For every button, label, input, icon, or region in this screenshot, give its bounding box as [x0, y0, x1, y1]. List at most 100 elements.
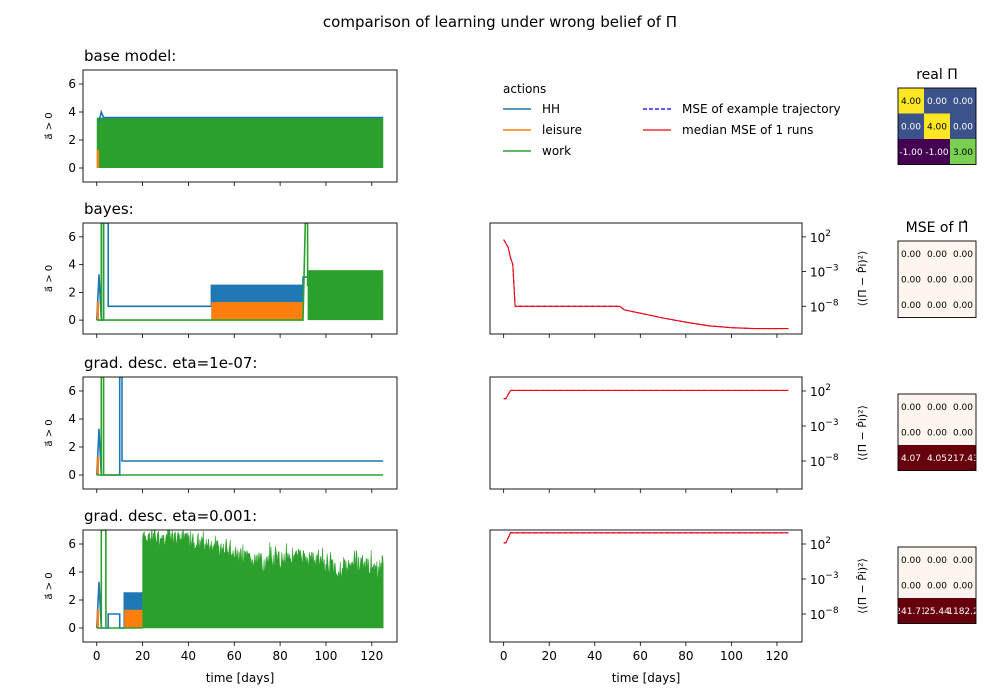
legend-label: work: [542, 144, 571, 158]
x-tick-label: 20: [135, 649, 150, 663]
matrix-cell: [924, 419, 950, 445]
y-tick-label: 102: [810, 536, 831, 552]
matrix-cell: [924, 266, 950, 292]
work-line: [96, 530, 143, 629]
leisure-band: [96, 149, 100, 168]
matrix-cell-label: 0.00: [927, 275, 947, 285]
leisure-band: [96, 609, 100, 628]
matrix-cell-label: 0.00: [953, 301, 973, 311]
work-noise: [142, 530, 384, 629]
y-tick-label: 102: [810, 383, 831, 399]
leisure-band: [124, 609, 143, 628]
work-line: [96, 377, 384, 476]
panel-title: grad. desc. eta=0.001:: [84, 507, 257, 525]
matrix-cell-label: 4.05: [927, 454, 947, 464]
y-tick-label: 2: [68, 133, 76, 147]
matrix-cell: [898, 598, 924, 624]
x-tick-label: 60: [227, 649, 242, 663]
mse-series-line: [503, 389, 789, 400]
y-tick-label: 2: [68, 285, 76, 299]
y-tick-label: 4: [68, 412, 76, 426]
matrix-cell: [950, 419, 976, 445]
matrix-panel: 0.00 0.00 0.00 0.00 0.00 0.00 241.7125.441182.…: [895, 546, 979, 624]
mse-series-line: [503, 532, 789, 544]
figure-title: comparison of learning under wrong belie…: [323, 13, 677, 31]
matrix-cell: [950, 292, 976, 318]
y-axis-label: a⃗ > 0: [44, 419, 55, 446]
matrix-cell: [924, 445, 950, 471]
leisure-band: [96, 302, 100, 321]
y-tick-label: 2: [68, 593, 76, 607]
axes-frame: [82, 529, 398, 643]
matrix-title: MSE of Π̂: [906, 220, 969, 236]
matrix-cell-label: 0.00: [901, 250, 921, 260]
matrix-cell: [950, 88, 976, 114]
matrix-cell-label: 0.00: [953, 97, 973, 107]
legend: actions HH leisure work MSE of example traje…: [503, 82, 841, 158]
matrix-frame: [897, 546, 977, 624]
HH-line: [96, 377, 384, 476]
matrix-frame: [897, 393, 977, 471]
x-tick-label: 60: [633, 649, 648, 663]
matrix-cell-label: 0.00: [927, 301, 947, 311]
legend-label: median MSE of 1 runs: [682, 123, 813, 137]
matrix-cell: [950, 113, 976, 139]
x-tick-label: 100: [720, 649, 743, 663]
matrix-cell: [950, 547, 976, 573]
y-tick-label: 6: [68, 537, 76, 551]
plot-area: [503, 532, 789, 544]
matrix-cell-label: 0.00: [901, 403, 921, 413]
matrix-panel: 0.00 0.00 0.00 0.00 0.00 0.00 4.07 4.05 217.43: [897, 393, 979, 471]
y-tick-label: 102: [810, 229, 831, 245]
x-tick-label: 40: [181, 649, 196, 663]
axes-frame: [82, 222, 398, 335]
matrix-cell-label: 0.00: [953, 275, 973, 285]
matrix-cell-label: 0.00: [901, 301, 921, 311]
action-panel: base model: 0 2 4 6 a⃗ > 0: [44, 47, 398, 186]
matrix-cell-label: 217.43: [947, 454, 979, 464]
x-tick-label: 80: [272, 649, 287, 663]
y-axis-label: a⃗ > 0: [44, 265, 55, 292]
y-tick-label: 4: [68, 565, 76, 579]
matrix-cell: [924, 241, 950, 267]
legend-title: actions: [503, 82, 546, 96]
matrix-cell: [924, 572, 950, 598]
y-tick-label: 10−8: [810, 298, 839, 314]
matrix-cell-label: -1.00: [899, 148, 923, 158]
matrix-cell: [898, 445, 924, 471]
matrix-cell-label: 0.00: [927, 97, 947, 107]
matrix-frame: [897, 87, 977, 165]
matrix-cell: [898, 292, 924, 318]
action-panel: bayes: 0 2 4 6 a⃗ > 0: [44, 200, 398, 338]
matrix-cell: [924, 139, 950, 165]
y-tick-label: 4: [68, 105, 76, 119]
matrix-cell: [924, 292, 950, 318]
matrix-panels: real Π 4.00 0.00 0.00 0.00 4.00 0.00 -1.00 -1.00…: [895, 67, 979, 624]
leisure-band: [211, 302, 304, 321]
matrix-cell: [898, 241, 924, 267]
y-axis-label: ⟨(Π − P̂i)²⟩: [856, 251, 869, 307]
matrix-cell-label: 0.00: [901, 122, 921, 132]
work-band: [307, 270, 384, 321]
matrix-cell: [950, 445, 976, 471]
x-tick-label: 100: [314, 649, 337, 663]
mse-panel: 102 10−3 10−8 0 20 40 60 80 100 120 ⟨(Π − P̂i)²⟩ ti…: [489, 529, 869, 685]
matrix-cell: [898, 88, 924, 114]
matrix-cell: [898, 547, 924, 573]
mse-panel: 102 10−3 10−8 ⟨(Π − P̂i)²⟩: [489, 376, 869, 493]
matrix-panel: real Π 4.00 0.00 0.00 0.00 4.00 0.00 -1.00 -1.00…: [897, 67, 977, 165]
plot-area: [503, 239, 789, 330]
matrix-cell-label: 241.71: [895, 607, 927, 617]
matrix-cell: [950, 394, 976, 420]
matrix-cell-label: 0.00: [953, 122, 973, 132]
HH-line: [98, 109, 384, 122]
y-tick-label: 0: [68, 468, 76, 482]
matrix-cell: [898, 139, 924, 165]
matrix-cell-label: 0.00: [901, 428, 921, 438]
legend-label: MSE of example trajectory: [682, 102, 841, 116]
mse-series-line: [503, 532, 789, 544]
axes-frame: [489, 529, 803, 643]
y-tick-label: 10−8: [810, 453, 839, 469]
